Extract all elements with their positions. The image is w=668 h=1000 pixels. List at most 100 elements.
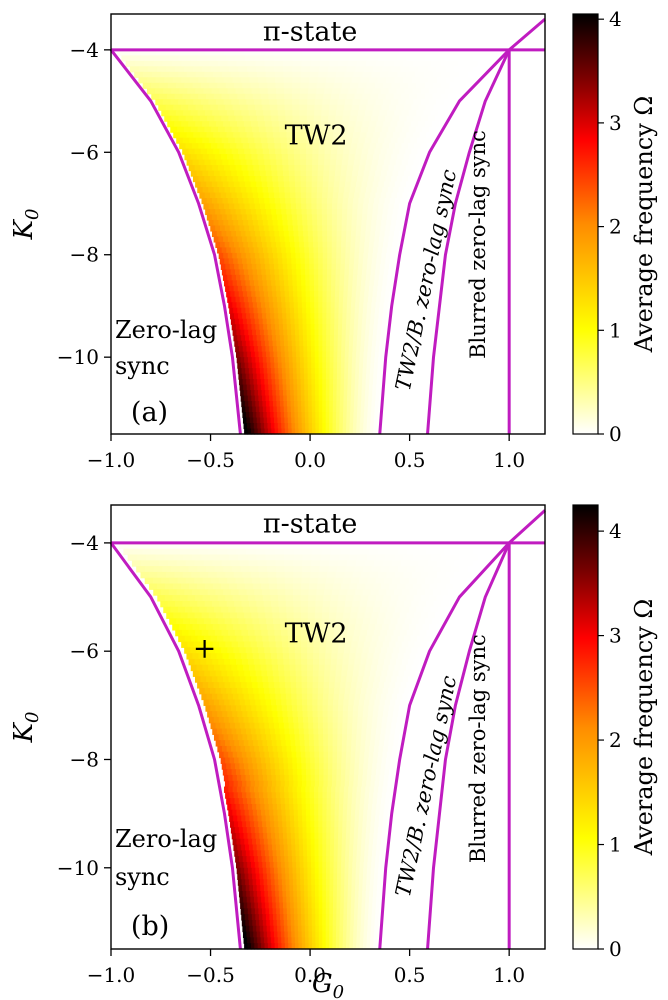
heatmap-cell bbox=[248, 401, 253, 408]
heatmap-cell bbox=[360, 99, 369, 106]
heatmap-cell bbox=[371, 71, 381, 78]
heatmap-cell bbox=[337, 745, 343, 753]
heatmap-cell bbox=[271, 384, 277, 391]
heatmap-cell bbox=[330, 324, 335, 331]
heatmap-cell bbox=[369, 143, 377, 150]
heatmap-cell bbox=[303, 351, 308, 358]
heatmap-cell bbox=[252, 618, 260, 625]
heatmap-cell bbox=[251, 395, 256, 402]
heatmap-cell bbox=[239, 132, 248, 139]
heatmap-cell bbox=[268, 187, 275, 194]
heatmap-cell bbox=[338, 192, 345, 199]
heatmap-cell bbox=[331, 786, 336, 793]
heatmap-cell bbox=[364, 798, 370, 805]
heatmap-cell bbox=[344, 368, 349, 375]
heatmap-cell bbox=[330, 148, 338, 155]
heatmap-cell bbox=[245, 745, 251, 753]
heatmap-cell bbox=[272, 798, 277, 805]
heatmap-cell bbox=[425, 548, 436, 556]
heatmap-cell bbox=[206, 77, 216, 84]
heatmap-cell bbox=[392, 241, 398, 249]
heatmap-cell bbox=[350, 821, 356, 828]
heatmap-cell bbox=[305, 291, 311, 298]
heatmap-cell bbox=[364, 335, 370, 342]
heatmap-cell bbox=[382, 187, 389, 194]
heatmap-cell bbox=[227, 60, 238, 67]
heatmap-cell bbox=[258, 285, 264, 292]
heatmap-cell bbox=[398, 687, 405, 695]
heatmap-cell bbox=[390, 728, 396, 735]
heatmap-cell bbox=[319, 566, 329, 573]
heatmap-cell bbox=[249, 412, 254, 419]
heatmap-cell bbox=[332, 716, 339, 724]
heatmap-cell bbox=[213, 716, 220, 724]
heatmap-cell bbox=[418, 66, 428, 73]
heatmap-cell bbox=[377, 362, 382, 369]
heatmap-cell bbox=[298, 307, 303, 314]
heatmap-cell bbox=[307, 612, 316, 619]
heatmap-cell bbox=[368, 395, 373, 402]
heatmap-cell bbox=[201, 198, 208, 205]
heatmap-cell bbox=[438, 542, 449, 550]
heatmap-cell bbox=[306, 850, 312, 857]
heatmap-cell bbox=[297, 780, 303, 788]
heatmap-cell bbox=[210, 722, 217, 730]
heatmap-cell bbox=[283, 722, 290, 730]
heatmap-cell bbox=[252, 219, 259, 227]
heatmap-cell bbox=[279, 682, 286, 689]
heatmap-cell bbox=[374, 148, 382, 155]
heatmap-cell bbox=[383, 236, 390, 243]
heatmap-cell bbox=[340, 247, 347, 254]
heatmap-cell bbox=[246, 313, 251, 320]
heatmap-cell bbox=[362, 258, 368, 265]
heatmap-cell bbox=[375, 769, 381, 776]
heatmap-cell bbox=[300, 88, 309, 95]
heatmap-cell bbox=[202, 66, 212, 73]
heatmap-cell bbox=[284, 850, 289, 857]
heatmap-cell bbox=[354, 93, 363, 100]
heatmap-cell bbox=[297, 219, 303, 227]
heatmap-cell bbox=[266, 280, 272, 287]
heatmap-cell bbox=[316, 198, 323, 205]
heatmap-cell bbox=[282, 373, 287, 380]
heatmap-cell bbox=[338, 821, 343, 828]
heatmap-cell bbox=[413, 115, 422, 122]
heatmap-cell bbox=[251, 612, 259, 619]
heatmap-cell bbox=[421, 60, 432, 67]
heatmap-cell bbox=[341, 340, 346, 347]
heatmap-cell bbox=[202, 664, 209, 672]
heatmap-cell bbox=[396, 751, 402, 759]
heatmap-cell bbox=[275, 844, 281, 851]
heatmap-cell bbox=[226, 291, 231, 298]
heatmap-cell bbox=[385, 291, 390, 298]
heatmap-cell bbox=[180, 104, 189, 111]
heatmap-cell bbox=[340, 126, 349, 133]
heatmap-cell bbox=[380, 88, 390, 95]
heatmap-cell bbox=[247, 554, 258, 561]
heatmap-cell bbox=[262, 676, 269, 683]
heatmap-cell bbox=[365, 280, 371, 287]
heatmap-cell bbox=[285, 362, 290, 369]
heatmap-cell bbox=[250, 181, 257, 188]
heatmap-cell bbox=[331, 589, 341, 596]
heatmap-cell bbox=[210, 635, 218, 643]
heatmap-cell bbox=[289, 307, 295, 314]
heatmap-cell bbox=[353, 401, 359, 408]
heatmap-cell bbox=[312, 705, 319, 712]
heatmap-cell bbox=[388, 296, 394, 303]
heatmap-cell bbox=[451, 595, 460, 602]
heatmap-cell bbox=[412, 60, 423, 67]
heatmap-cell bbox=[189, 600, 198, 608]
heatmap-cell bbox=[299, 137, 307, 144]
heatmap-cell bbox=[265, 203, 271, 210]
heatmap-cell bbox=[223, 676, 230, 683]
heatmap-cell bbox=[357, 395, 362, 402]
heatmap-cell bbox=[228, 734, 234, 741]
heatmap-cell bbox=[301, 798, 307, 805]
heatmap-cell bbox=[303, 542, 314, 550]
heatmap-cell bbox=[314, 296, 319, 303]
heatmap-cell bbox=[373, 368, 378, 375]
heatmap-cell bbox=[309, 803, 315, 811]
heatmap-cell bbox=[338, 803, 344, 811]
heatmap-cell bbox=[245, 774, 251, 782]
